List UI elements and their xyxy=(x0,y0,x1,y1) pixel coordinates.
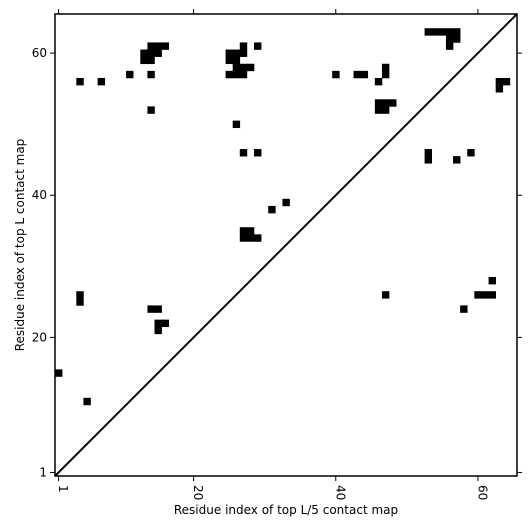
lower-contact-cell xyxy=(381,99,390,107)
upper-contact-cell xyxy=(161,319,170,328)
lower-contact-cell xyxy=(232,70,241,79)
upper-contact-cell xyxy=(467,149,475,157)
lower-contact-cell xyxy=(232,63,241,72)
lower-contact-cell xyxy=(374,99,383,107)
lower-contact-cell xyxy=(161,42,170,50)
upper-contact-cell xyxy=(481,291,489,299)
lower-contact-cell xyxy=(353,70,361,79)
lower-contact-cell xyxy=(147,56,155,65)
lower-contact-cell xyxy=(126,70,134,79)
lower-contact-cell xyxy=(225,49,233,57)
lower-contact-cell xyxy=(147,49,155,57)
x-tick-label: 1 xyxy=(56,485,70,493)
lower-contact-cell xyxy=(97,77,106,86)
upper-contact-cell xyxy=(246,227,255,235)
upper-contact-cell xyxy=(424,156,433,164)
upper-contact-cell xyxy=(381,291,390,299)
upper-contact-cell xyxy=(424,149,433,157)
lower-contact-cell xyxy=(360,70,369,79)
lower-contact-cell xyxy=(154,49,162,57)
lower-contact-cell xyxy=(140,49,148,57)
lower-contact-cell xyxy=(502,77,511,86)
upper-contact-cell xyxy=(76,291,84,299)
upper-contact-cell xyxy=(460,305,468,313)
lower-contact-cell xyxy=(445,42,454,50)
lower-contact-cell xyxy=(147,42,155,50)
lower-contact-cell xyxy=(232,56,241,65)
lower-contact-cell xyxy=(239,63,248,72)
upper-contact-cell xyxy=(474,291,482,299)
upper-contact-cell xyxy=(154,319,162,328)
lower-contact-cell xyxy=(438,28,447,36)
upper-contact-cell xyxy=(254,234,262,242)
lower-contact-cell xyxy=(147,106,155,114)
lower-contact-cell xyxy=(254,149,262,157)
contact-cells xyxy=(55,28,511,406)
y-tick-label: 20 xyxy=(32,330,47,344)
lower-contact-cell xyxy=(232,120,241,129)
upper-contact-cell xyxy=(76,298,84,306)
lower-contact-cell xyxy=(445,35,454,43)
x-tick-label: 60 xyxy=(475,485,489,500)
x-axis-label: Residue index of top L/5 contact map xyxy=(174,503,398,517)
lower-contact-cell xyxy=(239,42,248,50)
lower-contact-cell xyxy=(453,28,461,36)
lower-contact-cell xyxy=(374,106,383,114)
upper-contact-cell xyxy=(147,305,155,313)
plot-frame xyxy=(54,13,518,477)
y-axis-label: Residue index of top L contact map xyxy=(13,139,27,352)
upper-contact-cell xyxy=(154,305,162,313)
upper-contact-cell xyxy=(246,234,255,242)
lower-contact-cell xyxy=(76,77,84,86)
lower-contact-cell xyxy=(154,42,162,50)
lower-contact-cell xyxy=(232,49,241,57)
diagonal-line xyxy=(54,13,518,477)
lower-contact-cell xyxy=(239,70,248,79)
axis-ticks: 1 20 40 60 1 20 40 60 xyxy=(32,9,522,500)
lower-contact-cell xyxy=(381,106,390,114)
lower-contact-cell xyxy=(239,49,248,57)
lower-contact-cell xyxy=(225,56,233,65)
lower-contact-cell xyxy=(495,77,504,86)
upper-contact-cell xyxy=(488,276,496,285)
lower-contact-cell xyxy=(431,28,440,36)
upper-contact-cell xyxy=(239,227,248,235)
upper-contact-cell xyxy=(154,326,162,335)
upper-contact-cell xyxy=(282,198,290,207)
x-tick-label: 20 xyxy=(191,485,205,500)
x-tick-label: 40 xyxy=(333,485,347,500)
lower-contact-cell xyxy=(254,42,262,50)
upper-contact-cell xyxy=(453,156,461,164)
lower-contact-cell xyxy=(495,85,504,93)
lower-contact-cell xyxy=(332,70,340,79)
lower-contact-cell xyxy=(381,70,390,79)
lower-contact-cell xyxy=(246,63,255,72)
lower-contact-cell xyxy=(453,35,461,43)
lower-contact-cell xyxy=(140,56,148,65)
upper-contact-cell xyxy=(83,397,91,406)
y-tick-label: 60 xyxy=(32,46,47,60)
lower-contact-cell xyxy=(147,70,155,79)
lower-contact-cell xyxy=(239,149,248,157)
upper-contact-cell xyxy=(55,369,63,377)
lower-contact-cell xyxy=(381,63,390,72)
lower-contact-cell xyxy=(225,70,233,79)
lower-contact-cell xyxy=(424,28,433,36)
upper-contact-cell xyxy=(268,205,276,214)
lower-contact-cell xyxy=(389,99,397,107)
y-tick-label: 1 xyxy=(39,465,47,479)
lower-contact-cell xyxy=(374,77,383,86)
upper-contact-cell xyxy=(488,291,496,299)
lower-contact-cell xyxy=(445,28,454,36)
y-tick-label: 40 xyxy=(32,188,47,202)
upper-contact-cell xyxy=(239,234,248,242)
